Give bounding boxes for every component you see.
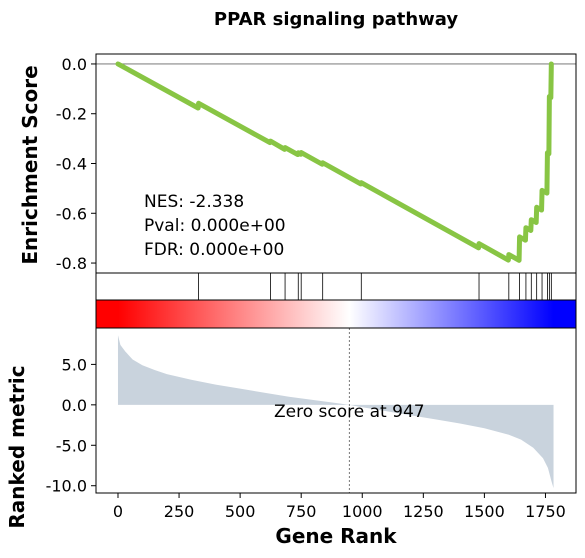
rank-tick-label: -5.0	[56, 436, 87, 455]
stats-annotation: Pval: 0.000e+00	[144, 216, 286, 236]
es-tick-label: -0.6	[56, 204, 87, 223]
x-tick-label: 1000	[342, 502, 383, 521]
x-tick-label: 250	[164, 502, 195, 521]
es-tick-label: -0.8	[56, 254, 87, 273]
x-tick-label: 1750	[525, 502, 566, 521]
rank-colorbar	[95, 299, 577, 329]
enrichment-score-panel: 0.0 -0.2 -0.4 -0.6 -0.8 NES: -2.338 Pval: 0.00…	[56, 53, 577, 274]
hits-frame	[95, 272, 577, 301]
ranked-metric-panel: Zero score at 947 5.0 0.0 -5.0 -10.0	[46, 327, 577, 496]
x-axis: 0 250 500 750 1000 1250 1500 1750	[113, 493, 566, 521]
stats-annotation: FDR: 0.000e+00	[144, 240, 284, 260]
y-axis-label-ranked: Ranked metric	[5, 365, 29, 528]
zero-score-label: Zero score at 947	[274, 402, 425, 422]
stats-annotation: NES: -2.338	[144, 192, 244, 212]
rank-tick-label: 0.0	[62, 396, 87, 415]
hits-panel	[95, 272, 577, 301]
ranked-metric-area	[117, 335, 554, 489]
es-tick-label: -0.2	[56, 105, 87, 124]
chart-title: PPAR signaling pathway	[214, 9, 458, 30]
x-tick-label: 750	[286, 502, 317, 521]
rank-tick-label: -10.0	[46, 477, 87, 496]
rank-tick-label: 5.0	[62, 355, 87, 374]
y-axis-label-enrichment: Enrichment Score	[18, 65, 42, 264]
x-tick-label: 500	[225, 502, 256, 521]
x-tick-label: 0	[113, 502, 123, 521]
x-axis-label: Gene Rank	[275, 524, 397, 548]
x-tick-label: 1500	[464, 502, 505, 521]
es-tick-label: -0.4	[56, 155, 87, 174]
enrichment-score-line	[115, 61, 554, 263]
rank-frame	[95, 327, 577, 494]
x-tick-label: 1250	[403, 502, 444, 521]
es-tick-label: 0.0	[62, 55, 87, 74]
